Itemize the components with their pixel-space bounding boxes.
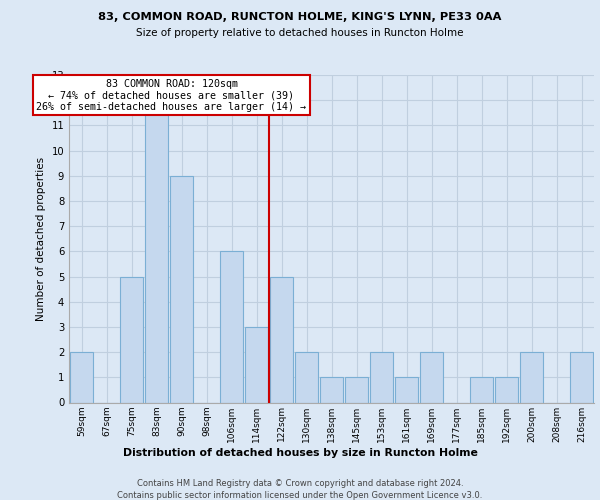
- Bar: [320, 378, 343, 402]
- Y-axis label: Number of detached properties: Number of detached properties: [36, 156, 46, 321]
- Bar: [270, 276, 293, 402]
- Bar: [220, 252, 243, 402]
- Bar: [145, 100, 168, 402]
- Text: 83 COMMON ROAD: 120sqm
← 74% of detached houses are smaller (39)
26% of semi-det: 83 COMMON ROAD: 120sqm ← 74% of detached…: [37, 79, 307, 112]
- Bar: [495, 378, 518, 402]
- Bar: [370, 352, 393, 403]
- Bar: [295, 352, 318, 403]
- Bar: [345, 378, 368, 402]
- Bar: [170, 176, 193, 402]
- Text: Contains public sector information licensed under the Open Government Licence v3: Contains public sector information licen…: [118, 491, 482, 500]
- Text: 83, COMMON ROAD, RUNCTON HOLME, KING'S LYNN, PE33 0AA: 83, COMMON ROAD, RUNCTON HOLME, KING'S L…: [98, 12, 502, 22]
- Bar: [70, 352, 93, 403]
- Text: Distribution of detached houses by size in Runcton Holme: Distribution of detached houses by size …: [122, 448, 478, 458]
- Bar: [395, 378, 418, 402]
- Bar: [120, 276, 143, 402]
- Bar: [245, 327, 268, 402]
- Text: Contains HM Land Registry data © Crown copyright and database right 2024.: Contains HM Land Registry data © Crown c…: [137, 479, 463, 488]
- Bar: [470, 378, 493, 402]
- Bar: [520, 352, 543, 403]
- Text: Size of property relative to detached houses in Runcton Holme: Size of property relative to detached ho…: [136, 28, 464, 38]
- Bar: [570, 352, 593, 403]
- Bar: [420, 352, 443, 403]
